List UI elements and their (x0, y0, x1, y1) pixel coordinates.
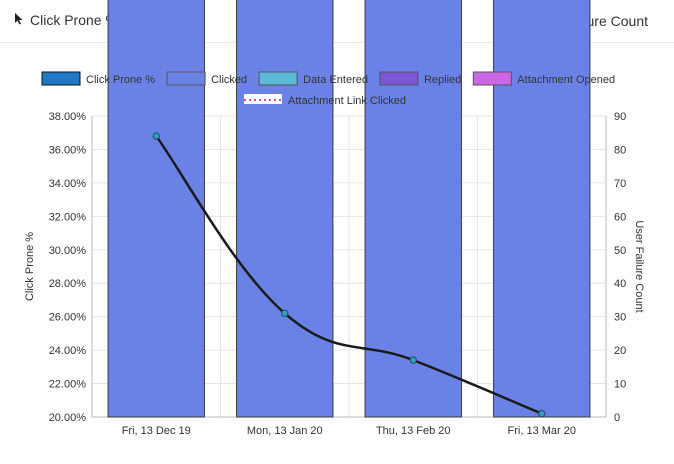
line-point (281, 309, 289, 318)
legend-label: Clicked (211, 74, 247, 86)
y-axis-title: Click Prone % (24, 232, 36, 301)
x-axis-tick-label: Mon, 13 Jan 20 (247, 425, 323, 437)
legend-label: Attachment Link Clicked (288, 95, 406, 107)
y2-axis-tick-label: 50 (614, 245, 626, 257)
y-axis-tick-label: 20.00% (49, 412, 87, 424)
legend-label: Data Entered (303, 74, 368, 86)
y-axis-tick-label: 26.00% (49, 312, 87, 324)
bar-segment (107, 0, 205, 418)
y2-axis-tick-label: 90 (614, 111, 626, 123)
line-point (409, 356, 417, 364)
legend-label: Replied (424, 74, 461, 86)
legend-label: Attachment Opened (517, 74, 615, 86)
tab-click-prone[interactable]: Click Prone % (14, 12, 118, 28)
y-axis-tick-label: 30.00% (49, 245, 87, 257)
tab-click-prone-label: Click Prone % (30, 12, 118, 28)
legend-swatch (41, 71, 81, 86)
legend-label: Click Prone % (86, 74, 155, 86)
y-axis-tick-label: 34.00% (49, 178, 87, 190)
line-point (538, 409, 546, 418)
legend-swatch (379, 71, 419, 86)
bar-segment (493, 0, 591, 418)
x-axis-tick-label: Thu, 13 Feb 20 (376, 425, 451, 437)
series-line-click-prone (155, 135, 543, 415)
y-axis-tick-label: 22.00% (49, 379, 87, 391)
y2-axis-tick-label: 20 (614, 345, 626, 357)
y2-axis-tick-label: 10 (614, 379, 626, 391)
legend-swatch (258, 71, 298, 86)
y-axis-tick-label: 24.00% (49, 345, 87, 357)
legend-swatch (472, 71, 512, 86)
y2-axis-tick-label: 0 (614, 412, 620, 424)
y2-axis-tick-label: 60 (614, 211, 626, 223)
x-axis-tick-label: Fri, 13 Mar 20 (508, 425, 576, 437)
y-axis-tick-label: 28.00% (49, 278, 87, 290)
y-axis-tick-label: 38.00% (49, 111, 87, 123)
y2-axis-tick-label: 70 (614, 178, 626, 190)
bar-segment (364, 0, 462, 418)
bar-segment (236, 0, 334, 418)
line-point (152, 132, 160, 140)
y2-axis-tick-label: 30 (614, 312, 626, 324)
x-axis-tick-label: Fri, 13 Dec 19 (122, 425, 191, 437)
y2-axis-tick-label: 40 (614, 278, 626, 290)
y-axis-tick-label: 32.00% (49, 211, 87, 223)
y2-axis-title: User Failure Count (633, 220, 645, 312)
legend-swatch (166, 71, 206, 86)
y2-axis-tick-label: 80 (614, 144, 626, 156)
cursor-pointer-icon (14, 12, 25, 28)
legend-swatch (244, 94, 282, 104)
y-axis-tick-label: 36.00% (49, 144, 87, 156)
